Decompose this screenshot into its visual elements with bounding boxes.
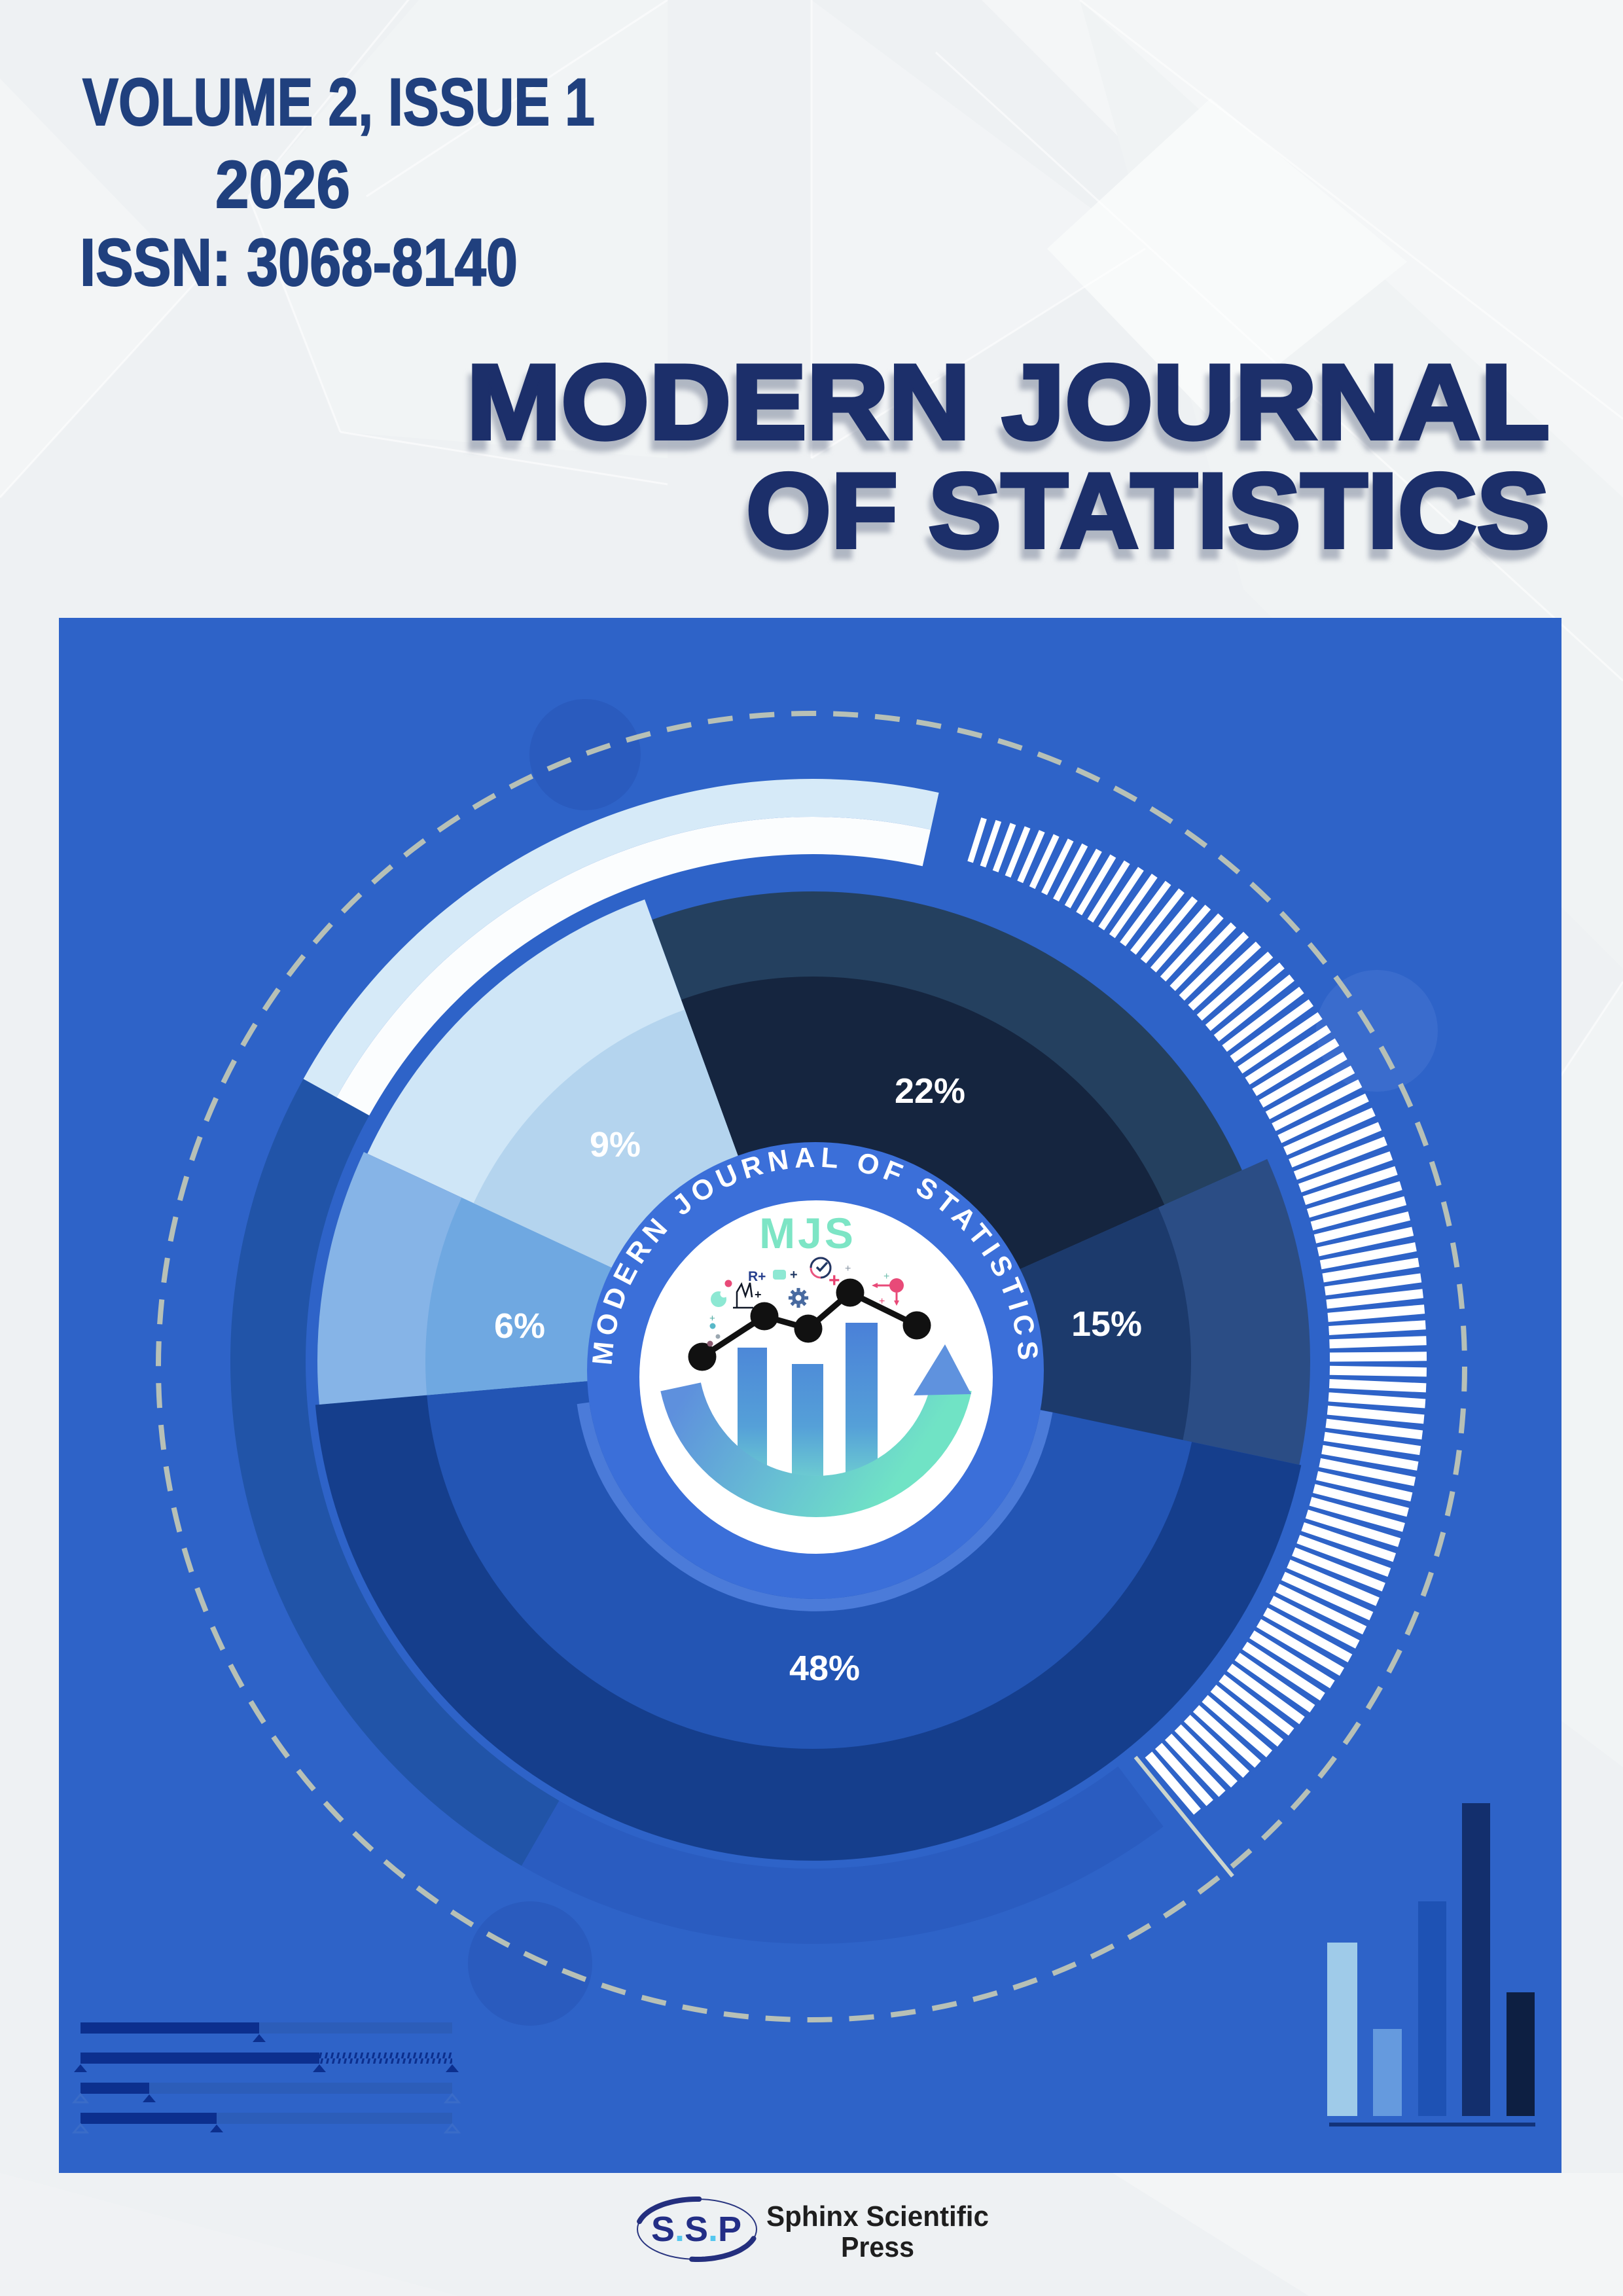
svg-text:R+: R+ [748, 1269, 766, 1284]
svg-text:+: + [883, 1271, 889, 1282]
svg-text:6%: 6% [494, 1306, 545, 1346]
svg-text:+: + [709, 1313, 715, 1324]
svg-text:Press: Press [841, 2231, 914, 2263]
svg-text:MODERN JOURNAL: MODERN JOURNAL [467, 343, 1550, 461]
svg-text:15%: 15% [1071, 1304, 1142, 1344]
svg-text:+: + [879, 1296, 885, 1307]
svg-text:VOLUME 2, ISSUE 1: VOLUME 2, ISSUE 1 [82, 65, 595, 139]
svg-text:Sphinx Scientific: Sphinx Scientific [766, 2200, 989, 2233]
svg-text:+: + [829, 1270, 840, 1291]
svg-text:2026: 2026 [215, 147, 350, 222]
svg-text:48%: 48% [789, 1649, 860, 1688]
svg-text:ISSN: 3068-8140: ISSN: 3068-8140 [80, 225, 518, 300]
svg-text:9%: 9% [590, 1125, 641, 1164]
svg-text:+: + [790, 1268, 798, 1282]
svg-text:MJS: MJS [759, 1209, 856, 1257]
svg-text:S.S.P: S.S.P [651, 2210, 741, 2249]
svg-text:22%: 22% [895, 1071, 965, 1111]
svg-text:OF STATISTICS: OF STATISTICS [746, 452, 1550, 570]
svg-text:+: + [755, 1288, 762, 1301]
svg-text:+: + [845, 1263, 851, 1274]
